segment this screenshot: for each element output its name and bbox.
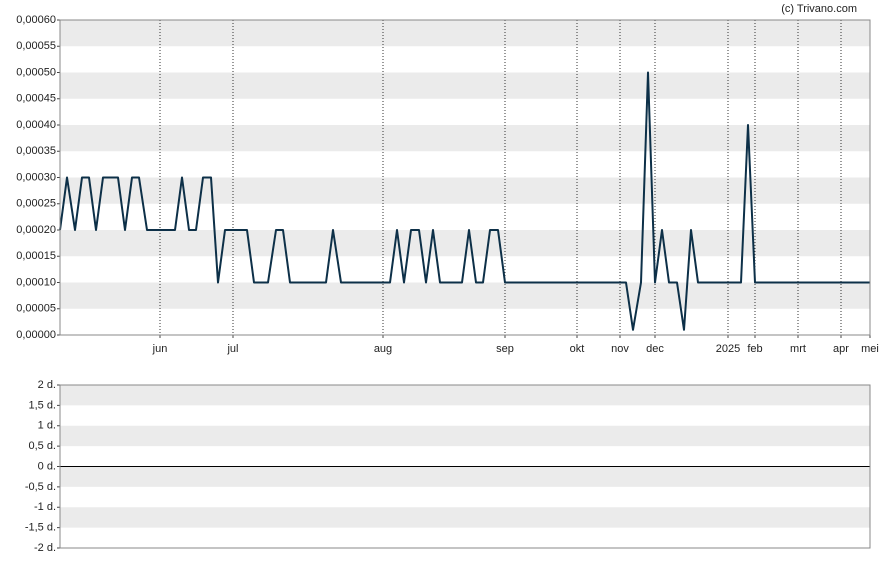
y-tick-label: 0,00025 xyxy=(16,198,56,210)
grid-band xyxy=(60,385,870,406)
y-tick-label: 0,00020 xyxy=(16,224,56,236)
price-line xyxy=(59,71,870,331)
y-tick-label: 0,00060 xyxy=(16,14,56,26)
x-tick-label: dec xyxy=(646,343,664,355)
y-tick-label: 0,00000 xyxy=(16,329,56,341)
y-tick-label: 0,00040 xyxy=(16,119,56,131)
y-tick-label: -1,5 d. xyxy=(25,522,56,534)
y-tick-label: 0,00035 xyxy=(16,145,56,157)
x-tick-label: 2025 xyxy=(716,343,740,355)
x-tick-label: jun xyxy=(152,343,168,355)
x-tick-label: mrt xyxy=(790,343,806,355)
y-tick-label: 2 d. xyxy=(38,379,56,391)
plot-border xyxy=(59,19,871,336)
grid-band xyxy=(60,466,870,487)
grid-band xyxy=(60,507,870,528)
x-tick-label: feb xyxy=(747,343,762,355)
x-tick-label: sep xyxy=(496,343,514,355)
grid-band xyxy=(60,20,870,47)
y-tick-label: -2 d. xyxy=(34,542,56,554)
y-tick-label: 0 d. xyxy=(38,460,56,472)
y-tick-label: 0,00045 xyxy=(16,93,56,105)
grid-band xyxy=(60,282,870,309)
plot-border xyxy=(59,384,871,549)
y-tick-label: 0,00030 xyxy=(16,171,56,183)
credit: (c) Trivano.com xyxy=(781,3,857,15)
grid-band xyxy=(60,177,870,204)
grid-band xyxy=(60,125,870,152)
y-tick-label: 0,00005 xyxy=(16,303,56,315)
x-tick-label: aug xyxy=(374,343,392,355)
x-tick-label: okt xyxy=(570,343,585,355)
x-tick-label: nov xyxy=(611,343,629,355)
grid-band xyxy=(60,425,870,447)
grid-band xyxy=(60,72,870,99)
x-tick-label: mei xyxy=(861,343,879,355)
y-tick-label: 1 d. xyxy=(38,420,56,432)
y-tick-label: 0,00015 xyxy=(16,250,56,262)
y-tick-label: 1,5 d. xyxy=(28,399,56,411)
y-tick-label: -1 d. xyxy=(34,501,56,513)
x-tick-label: jul xyxy=(226,343,238,355)
x-tick-label: apr xyxy=(833,343,849,355)
y-tick-label: 0,00050 xyxy=(16,66,56,78)
y-tick-label: 0,5 d. xyxy=(28,440,56,452)
y-tick-label: -0,5 d. xyxy=(25,481,56,493)
y-tick-label: 0,00055 xyxy=(16,40,56,52)
y-tick-label: 0,00010 xyxy=(16,276,56,288)
grid-band xyxy=(60,230,870,257)
